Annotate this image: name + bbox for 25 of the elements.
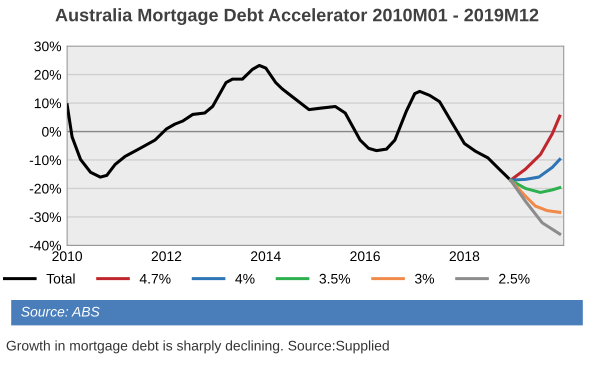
legend-label: 3.5% [319, 274, 350, 284]
legend-label: 3% [414, 274, 434, 284]
text: Growth in mortgage debt is sharply declining. Source:Supplied [6, 340, 389, 354]
line-series [509, 178, 562, 236]
legend-label: Total [46, 273, 75, 284]
x-tick-label: 2016 [350, 251, 380, 262]
source-note: Source: ABS [21, 306, 100, 317]
y-tick-label: 30% [34, 41, 62, 52]
y-tick-label: -20% [30, 184, 62, 194]
chart-title: Australia Mortgage Debt Accelerator 2010M01 - 2019M12 [55, 8, 538, 26]
y-tick-label: -30% [30, 212, 62, 222]
y-tick-label: -10% [30, 155, 62, 166]
line-series [509, 158, 562, 182]
x-tick-label: 2012 [152, 251, 182, 262]
x-tick-label: 2014 [251, 251, 281, 262]
y-tick-label: 20% [34, 70, 62, 80]
x-tick-label: 2010 [52, 251, 82, 262]
y-tick-label: 0% [42, 126, 62, 137]
legend-label: 4.7% [140, 274, 171, 284]
y-tick-label: -40% [30, 240, 62, 251]
legend-label: 2.5% [499, 274, 530, 284]
legend-label: 4% [235, 274, 255, 284]
y-tick-label: 10% [34, 98, 62, 108]
x-tick-label: 2018 [450, 251, 480, 262]
line-series [67, 64, 512, 182]
